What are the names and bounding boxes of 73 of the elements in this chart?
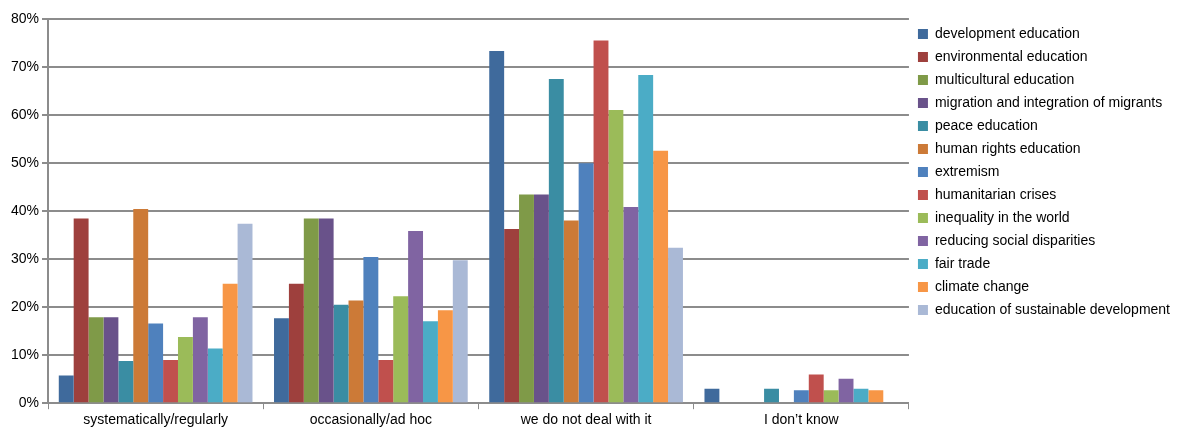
- bar: [133, 208, 149, 403]
- bar: [808, 374, 824, 403]
- bar: [288, 283, 304, 403]
- y-tick-label: 50%: [10, 154, 40, 171]
- bar: [793, 390, 809, 403]
- bar: [638, 75, 654, 403]
- legend-label: inequality in the world: [934, 208, 1070, 225]
- legend-label: reducing social disparities: [934, 231, 1096, 248]
- bar: [192, 317, 208, 403]
- legend-label: climate change: [934, 277, 1030, 294]
- bar: [578, 163, 594, 403]
- legend-label: environmental education: [934, 47, 1088, 64]
- bar: [318, 218, 334, 403]
- bar: [653, 150, 669, 403]
- bar: [608, 110, 624, 403]
- bar: [393, 296, 409, 403]
- bar: [148, 323, 164, 403]
- bar: [237, 223, 253, 403]
- x-tick-label: we do not deal with it: [519, 411, 652, 428]
- legend-label: extremism: [934, 162, 1000, 179]
- bar: [489, 51, 505, 403]
- bar: [303, 218, 319, 403]
- bar: [378, 360, 394, 403]
- bar: [274, 318, 289, 403]
- bar: [853, 388, 869, 403]
- bar: [408, 230, 424, 403]
- bar: [548, 78, 564, 403]
- bar: [437, 310, 453, 403]
- x-tick-label: systematically/regularly: [83, 411, 228, 428]
- bar: [103, 317, 119, 403]
- bar: [593, 40, 609, 403]
- bar: [704, 388, 720, 403]
- bar: [58, 375, 74, 403]
- bar: [423, 321, 438, 403]
- bar: [207, 348, 223, 403]
- legend-label: fair trade: [934, 254, 991, 271]
- bar: [823, 390, 839, 403]
- bar: [333, 304, 349, 403]
- bar: [73, 218, 89, 403]
- bar: [519, 194, 534, 403]
- x-tick-label: I don’t know: [763, 411, 840, 428]
- x-tick-label: occasionally/ad hoc: [309, 411, 432, 428]
- bar: [222, 283, 238, 403]
- y-tick-label: 30%: [10, 250, 40, 267]
- y-tick-label: 80%: [10, 10, 40, 27]
- y-tick-label: 70%: [10, 58, 40, 75]
- bar: [868, 390, 884, 403]
- legend-label: education of sustainable development: [934, 300, 1171, 317]
- legend-label: development education: [934, 24, 1080, 41]
- legend-label: multicultural education: [934, 70, 1075, 87]
- y-tick-label: 10%: [10, 346, 40, 363]
- y-tick-label: 0%: [18, 394, 40, 411]
- bar: [118, 360, 134, 403]
- bar: [623, 206, 639, 403]
- bar: [838, 378, 854, 403]
- bar: [668, 247, 683, 403]
- legend-label: human rights education: [934, 139, 1081, 156]
- bar: [163, 360, 178, 403]
- bar: [533, 194, 549, 403]
- bar: [363, 256, 379, 403]
- bar: [764, 388, 779, 403]
- y-tick-label: 20%: [10, 298, 40, 315]
- y-tick-label: 60%: [10, 106, 40, 123]
- bar: [348, 300, 364, 403]
- legend-label: humanitarian crises: [934, 185, 1057, 202]
- y-tick-label: 40%: [10, 202, 40, 219]
- bar: [88, 317, 104, 403]
- legend-label: migration and integration of migrants: [934, 93, 1163, 110]
- bar: [177, 337, 193, 403]
- bar: [563, 220, 579, 403]
- bar: [452, 260, 468, 403]
- bar: [504, 229, 520, 403]
- legend-label: peace education: [934, 116, 1038, 133]
